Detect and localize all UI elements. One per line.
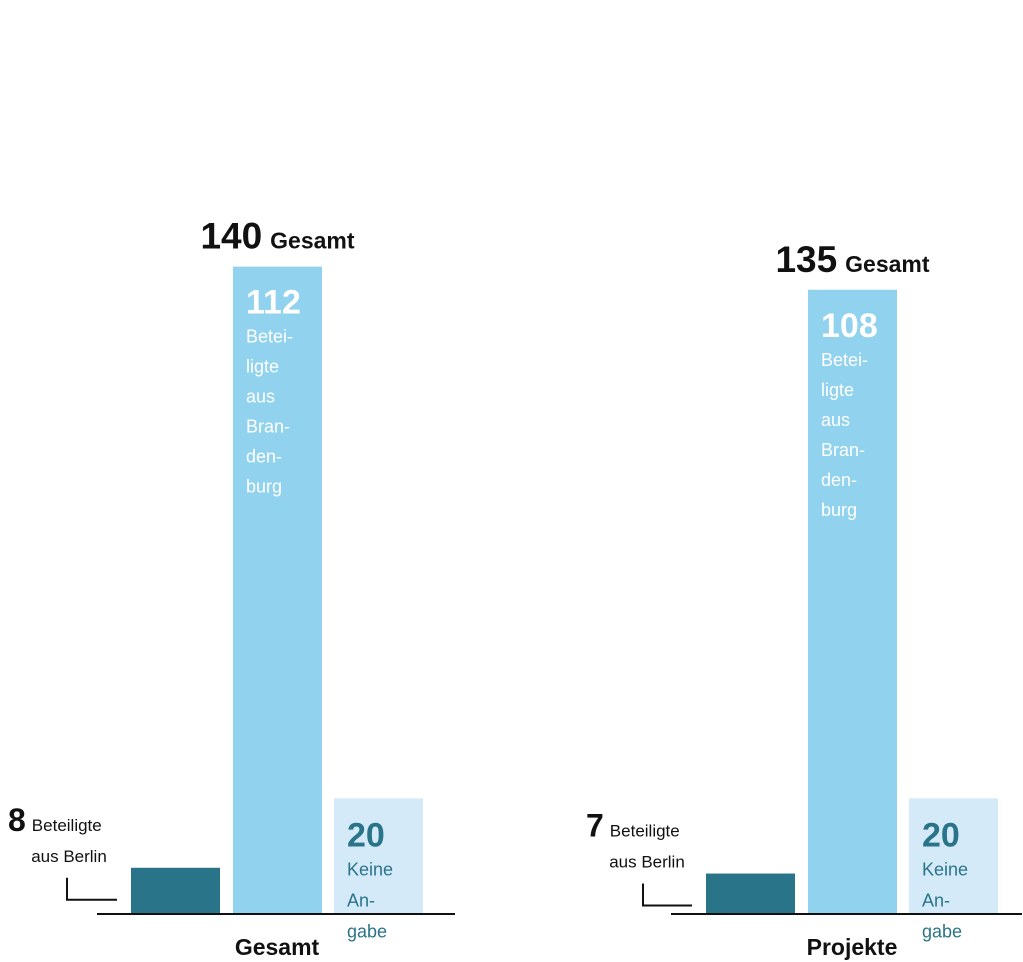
bar-2-label-line-3-chart-1: aus bbox=[246, 387, 275, 407]
bar-2-chart-2 bbox=[808, 289, 897, 914]
chart-title-2: Projekte bbox=[807, 934, 898, 960]
bar-1-label-line-2-chart-1: aus Berlin bbox=[31, 847, 107, 866]
bar-3-label-line-3-chart-1: gabe bbox=[347, 921, 387, 941]
bar-3-label-line-1-chart-1: Keine bbox=[347, 859, 393, 879]
bar-1-chart-2 bbox=[706, 873, 795, 914]
bar-2-value-label-chart-1: 112 bbox=[246, 284, 301, 322]
bar-2-label-line-4-chart-2: Bran- bbox=[821, 440, 865, 460]
bar-3-chart-2 bbox=[909, 798, 998, 914]
bar-2-label-line-6-chart-2: burg bbox=[821, 500, 857, 520]
bar-1-label-chart-1: 8 Beteiligte bbox=[8, 802, 102, 838]
bar-3-chart-1 bbox=[334, 798, 423, 914]
bar-3-label-line-3-chart-2: gabe bbox=[922, 921, 962, 941]
bar-2-label-line-3-chart-2: aus bbox=[821, 410, 850, 430]
bar-2-label-line-2-chart-2: ligte bbox=[821, 380, 854, 400]
total-label-chart-2: 135 Gesamt bbox=[775, 239, 929, 280]
bar-2-label-line-2-chart-1: ligte bbox=[246, 357, 279, 377]
chart-title-1: Gesamt bbox=[235, 934, 320, 960]
bar-3-label-line-1-chart-2: Keine bbox=[922, 859, 968, 879]
bar-3-value-label-chart-1: 20 bbox=[347, 816, 385, 854]
bar-1-bracket-chart-2 bbox=[642, 883, 692, 907]
bar-2-chart-1 bbox=[233, 266, 322, 914]
bar-3-value-label-chart-2: 20 bbox=[922, 816, 960, 854]
bar-3-label-line-2-chart-2: An- bbox=[922, 890, 950, 910]
bar-2-label-line-1-chart-2: Betei- bbox=[821, 350, 868, 370]
bar-1-bracket-chart-1 bbox=[66, 877, 117, 901]
bar-2-label-line-6-chart-1: burg bbox=[246, 477, 282, 497]
bar-1-label-line-2-chart-2: aus Berlin bbox=[609, 853, 685, 872]
bar-3-label-line-2-chart-1: An- bbox=[347, 890, 375, 910]
bar-1-label-chart-2: 7 Beteiligte bbox=[586, 808, 680, 844]
bar-2-label-line-1-chart-1: Betei- bbox=[246, 327, 293, 347]
bar-2-label-line-5-chart-2: den- bbox=[821, 470, 857, 490]
bar-2-value-label-chart-2: 108 bbox=[821, 307, 878, 345]
bar-1-chart-1 bbox=[131, 867, 220, 914]
bar-2-label-line-4-chart-1: Bran- bbox=[246, 417, 290, 437]
bar-2-label-line-5-chart-1: den- bbox=[246, 447, 282, 467]
total-label-chart-1: 140 Gesamt bbox=[200, 216, 354, 257]
